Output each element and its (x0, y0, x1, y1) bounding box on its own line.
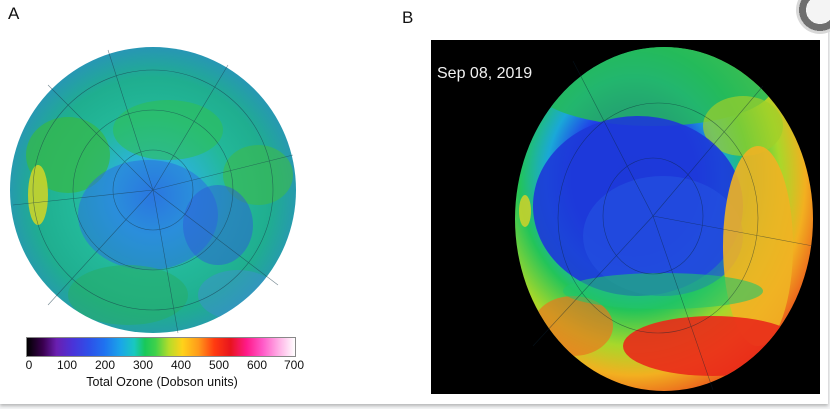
colorbar-tick: 0 (25, 358, 33, 372)
date-label: Sep 08, 2019 (437, 65, 533, 82)
globe-a-ozone-map (10, 47, 296, 334)
panel-b-image: Sep 08, 2019 (431, 40, 820, 394)
colorbar-tick: 200 (94, 358, 116, 372)
colorbar-tick: 300 (132, 358, 154, 372)
panel-a-label: A (8, 4, 20, 23)
globe-b-graticule (532, 60, 814, 391)
colorbar-tick: 600 (246, 358, 268, 372)
ozone-colorbar: 0 100 200 300 400 500 600 700 Total Ozon… (25, 337, 304, 397)
colorbar-tick: 700 (283, 358, 305, 372)
globe-a-graticule (12, 49, 294, 334)
colorbar-tick: 400 (170, 358, 192, 372)
colorbar-title: Total Ozone (Dobson units) (86, 375, 238, 389)
colorbar-tick: 500 (208, 358, 230, 372)
colorbar-tick-labels: 0 100 200 300 400 500 600 700 (25, 358, 304, 374)
colorbar-tick: 100 (56, 358, 78, 372)
globe-b-ozone-map (515, 47, 814, 391)
panel-b-label: B (402, 8, 414, 27)
globe-b-ozone-patches (519, 47, 803, 376)
colorbar-gradient (26, 337, 296, 357)
globe-a-ozone-patches (26, 100, 293, 325)
circle-button-icon[interactable] (796, 0, 830, 34)
